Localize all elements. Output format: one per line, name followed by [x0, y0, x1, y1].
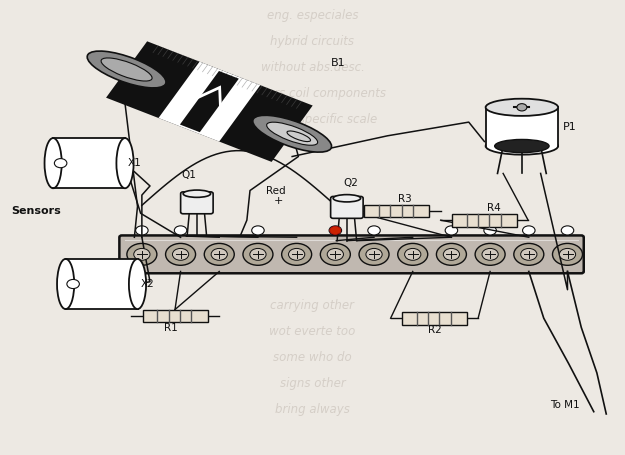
Circle shape: [328, 249, 344, 261]
Text: signs other: signs other: [279, 376, 346, 389]
Polygon shape: [180, 72, 239, 133]
Circle shape: [127, 244, 157, 266]
Circle shape: [54, 159, 67, 168]
Circle shape: [289, 249, 305, 261]
Circle shape: [359, 244, 389, 266]
Circle shape: [166, 244, 196, 266]
Text: without abs.desc.: without abs.desc.: [261, 61, 364, 74]
Circle shape: [445, 227, 458, 236]
Circle shape: [368, 227, 380, 236]
Polygon shape: [106, 42, 312, 162]
Circle shape: [398, 244, 428, 266]
Text: R2: R2: [428, 324, 442, 334]
Ellipse shape: [44, 139, 62, 189]
Text: carrying other: carrying other: [271, 298, 354, 311]
Text: +: +: [76, 139, 86, 152]
Ellipse shape: [253, 116, 331, 153]
Text: Sensors: Sensors: [11, 206, 61, 216]
Circle shape: [204, 244, 234, 266]
Circle shape: [250, 249, 266, 261]
Circle shape: [552, 244, 582, 266]
Circle shape: [404, 249, 421, 261]
Circle shape: [174, 227, 187, 236]
Circle shape: [436, 244, 466, 266]
Circle shape: [475, 244, 505, 266]
Polygon shape: [159, 62, 260, 142]
Circle shape: [521, 249, 537, 261]
FancyBboxPatch shape: [331, 197, 363, 219]
Ellipse shape: [486, 138, 558, 155]
Circle shape: [366, 249, 382, 261]
Ellipse shape: [101, 59, 152, 82]
Circle shape: [522, 227, 535, 236]
Polygon shape: [142, 310, 208, 323]
Circle shape: [330, 227, 341, 235]
Bar: [486, 108, 558, 147]
Circle shape: [484, 227, 496, 236]
Polygon shape: [452, 214, 517, 227]
Ellipse shape: [486, 100, 558, 116]
Text: hybrid circuits: hybrid circuits: [271, 35, 354, 48]
Circle shape: [329, 227, 342, 236]
Polygon shape: [402, 312, 467, 325]
Text: R1: R1: [164, 322, 177, 332]
Ellipse shape: [57, 259, 74, 309]
Circle shape: [514, 244, 544, 266]
Text: To M1: To M1: [550, 399, 579, 409]
Ellipse shape: [116, 139, 134, 189]
Circle shape: [561, 227, 574, 236]
Ellipse shape: [183, 191, 211, 198]
Circle shape: [282, 244, 312, 266]
Text: B1: B1: [331, 58, 346, 68]
Polygon shape: [364, 205, 429, 218]
Circle shape: [252, 227, 264, 236]
Text: Q1: Q1: [181, 169, 196, 179]
Circle shape: [173, 249, 189, 261]
Text: +: +: [274, 196, 283, 206]
Text: P1: P1: [562, 121, 576, 131]
Circle shape: [559, 249, 576, 261]
Text: Q2: Q2: [344, 177, 359, 187]
Ellipse shape: [333, 195, 361, 202]
Text: wot everte too: wot everte too: [269, 324, 356, 337]
Ellipse shape: [495, 140, 549, 153]
Circle shape: [321, 244, 351, 266]
FancyBboxPatch shape: [119, 236, 584, 273]
Circle shape: [67, 280, 79, 289]
Text: R3: R3: [398, 193, 412, 203]
Text: X2: X2: [141, 278, 154, 288]
Ellipse shape: [88, 52, 166, 89]
Text: sensors coil components: sensors coil components: [239, 87, 386, 100]
Circle shape: [517, 105, 527, 112]
Circle shape: [136, 227, 148, 236]
Text: R4: R4: [488, 202, 501, 212]
Circle shape: [134, 249, 150, 261]
Text: some who do: some who do: [273, 350, 352, 363]
Ellipse shape: [267, 123, 318, 146]
Text: Red: Red: [266, 185, 285, 195]
Text: eng. especiales: eng. especiales: [267, 10, 358, 22]
Ellipse shape: [129, 259, 146, 309]
FancyBboxPatch shape: [181, 192, 213, 214]
Text: network specific scale: network specific scale: [248, 113, 378, 126]
Circle shape: [482, 249, 498, 261]
Circle shape: [211, 249, 227, 261]
Circle shape: [243, 244, 273, 266]
Bar: [66, 259, 138, 309]
Text: bring always: bring always: [275, 402, 350, 415]
Bar: [53, 139, 125, 189]
Ellipse shape: [287, 131, 311, 142]
Circle shape: [443, 249, 459, 261]
Text: X1: X1: [128, 158, 142, 168]
